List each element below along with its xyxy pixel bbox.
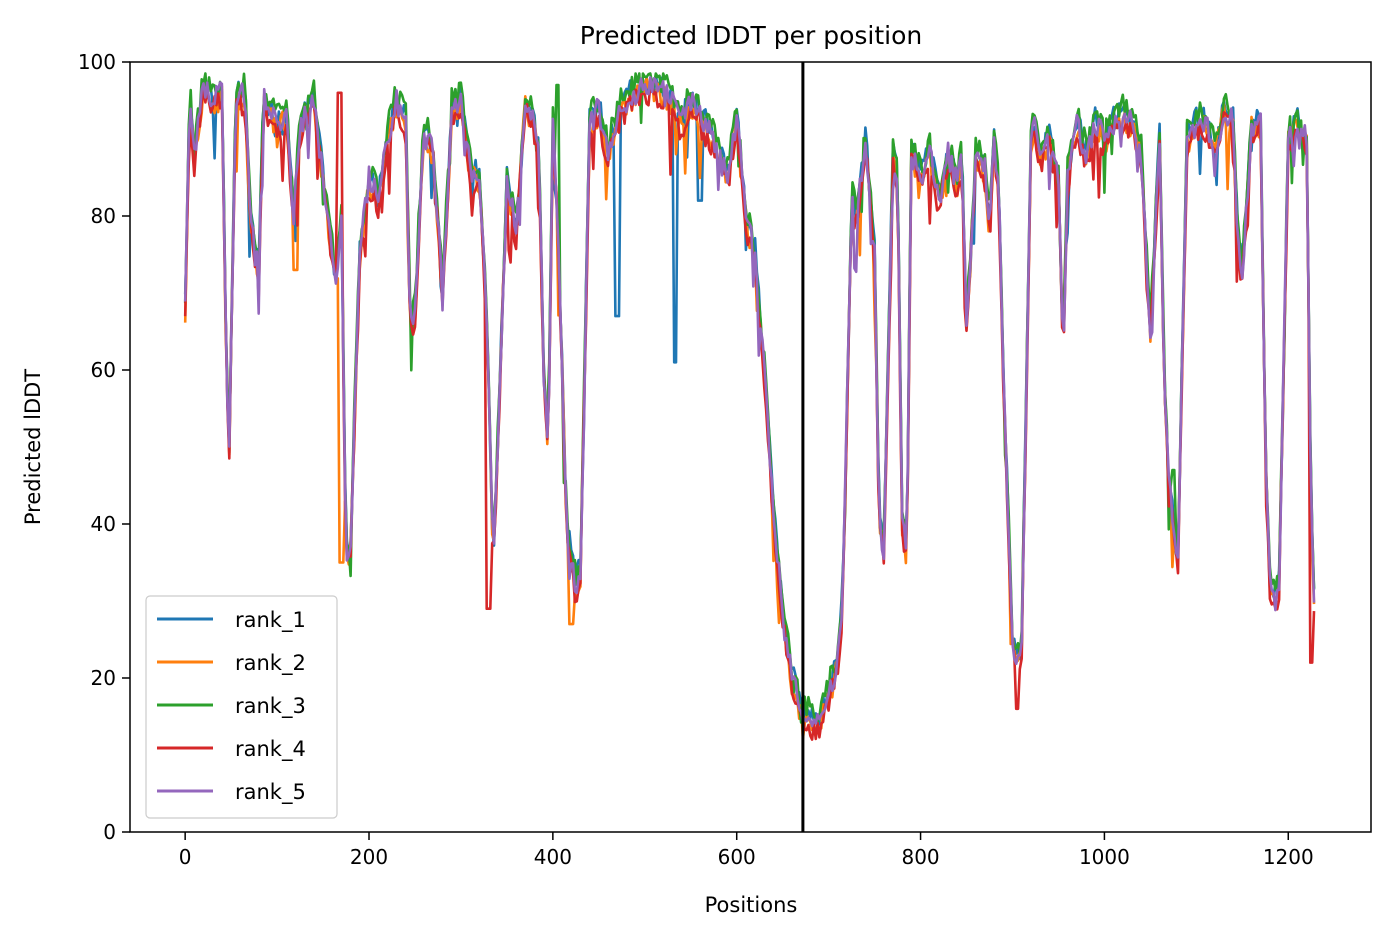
legend-label-rank_3: rank_3 [235, 694, 306, 719]
y-tick-label: 60 [91, 358, 116, 382]
legend-box [145, 595, 338, 819]
x-tick-label: 400 [534, 845, 572, 869]
legend-label-rank_1: rank_1 [235, 608, 306, 633]
y-tick-label: 80 [91, 204, 116, 228]
x-tick-label: 600 [718, 845, 756, 869]
y-axis-title: Predicted lDDT [21, 369, 45, 525]
x-tick-label: 1000 [1079, 845, 1130, 869]
y-tick-label: 100 [78, 50, 116, 74]
x-tick-label: 200 [350, 845, 388, 869]
legend: rank_1 rank_2 rank_3 rank_4 rank_5 [145, 595, 338, 819]
chart-title: Predicted lDDT per position [580, 21, 922, 50]
y-tick-label: 0 [103, 820, 116, 844]
series-layer [183, 72, 1316, 741]
y-tick-label: 20 [91, 666, 116, 690]
x-axis-title: Positions [705, 893, 798, 917]
series-line-rank_5 [183, 76, 1316, 728]
legend-label-rank_4: rank_4 [235, 737, 306, 762]
plot-frame [129, 61, 1372, 833]
x-axis: 0 200 400 600 800 1000 1200 [179, 832, 1314, 869]
y-axis: 0 20 40 60 80 100 [78, 50, 130, 844]
series-line-rank_3 [183, 72, 1316, 724]
y-tick-label: 40 [91, 512, 116, 536]
legend-label-rank_5: rank_5 [235, 780, 306, 805]
legend-label-rank_2: rank_2 [235, 651, 306, 676]
x-tick-label: 1200 [1263, 845, 1314, 869]
x-tick-label: 0 [179, 845, 192, 869]
x-tick-label: 800 [901, 845, 939, 869]
